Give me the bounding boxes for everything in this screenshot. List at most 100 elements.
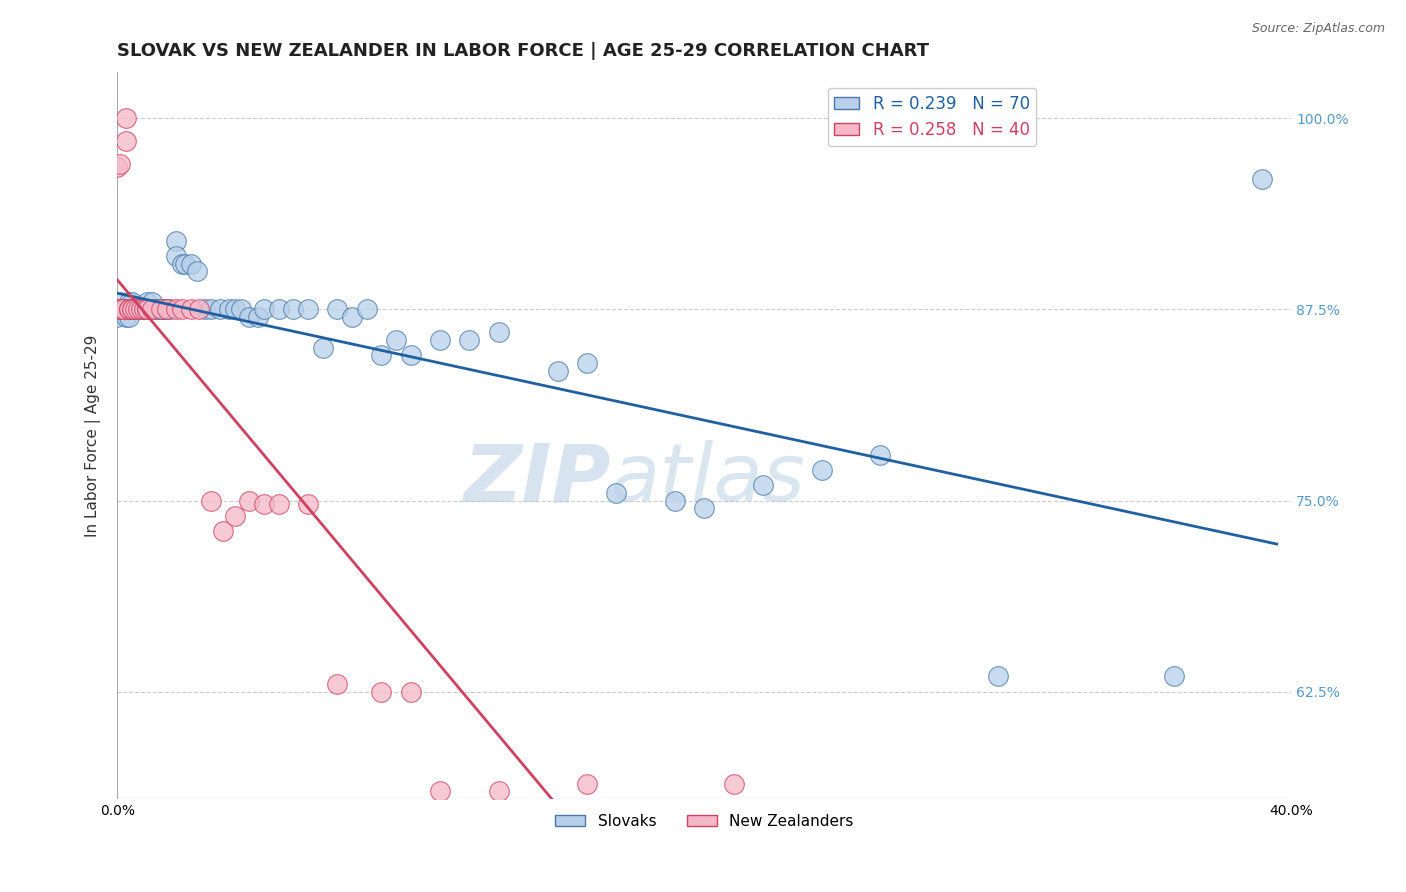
- Point: [810, 463, 832, 477]
- Point: [224, 302, 246, 317]
- Point: [156, 302, 179, 317]
- Point: [488, 784, 510, 798]
- Legend: Slovaks, New Zealanders: Slovaks, New Zealanders: [548, 807, 860, 835]
- Point: [326, 302, 349, 317]
- Point: [121, 302, 143, 317]
- Point: [115, 112, 138, 126]
- Point: [118, 302, 141, 317]
- Point: [153, 302, 176, 317]
- Point: [186, 264, 208, 278]
- Point: [121, 302, 143, 317]
- Point: [283, 302, 305, 317]
- Point: [664, 493, 686, 508]
- Point: [605, 486, 627, 500]
- Point: [112, 302, 135, 317]
- Point: [693, 501, 716, 516]
- Point: [356, 302, 378, 317]
- Point: [129, 302, 152, 317]
- Text: SLOVAK VS NEW ZEALANDER IN LABOR FORCE | AGE 25-29 CORRELATION CHART: SLOVAK VS NEW ZEALANDER IN LABOR FORCE |…: [117, 42, 929, 60]
- Point: [105, 302, 128, 317]
- Point: [385, 333, 408, 347]
- Point: [575, 356, 598, 370]
- Point: [238, 310, 260, 325]
- Point: [297, 302, 319, 317]
- Point: [752, 478, 775, 492]
- Point: [238, 493, 260, 508]
- Point: [218, 302, 240, 317]
- Point: [326, 677, 349, 691]
- Point: [224, 508, 246, 523]
- Text: atlas: atlas: [610, 441, 806, 518]
- Point: [115, 134, 138, 148]
- Point: [127, 302, 149, 317]
- Point: [108, 157, 131, 171]
- Point: [194, 302, 217, 317]
- Point: [200, 493, 222, 508]
- Point: [869, 448, 891, 462]
- Point: [105, 310, 128, 325]
- Point: [112, 302, 135, 317]
- Point: [105, 160, 128, 174]
- Point: [132, 302, 155, 317]
- Point: [118, 302, 141, 317]
- Point: [212, 524, 235, 539]
- Point: [141, 302, 163, 317]
- Point: [124, 302, 146, 317]
- Point: [180, 302, 202, 317]
- Point: [129, 302, 152, 317]
- Point: [188, 302, 211, 317]
- Point: [118, 310, 141, 325]
- Text: ZIP: ZIP: [463, 441, 610, 518]
- Point: [124, 302, 146, 317]
- Point: [1163, 669, 1185, 683]
- Point: [458, 333, 481, 347]
- Point: [208, 302, 231, 317]
- Point: [165, 249, 187, 263]
- Point: [170, 256, 193, 270]
- Point: [135, 302, 157, 317]
- Point: [121, 302, 143, 317]
- Point: [159, 302, 181, 317]
- Point: [987, 669, 1010, 683]
- Point: [267, 302, 290, 317]
- Point: [115, 302, 138, 317]
- Point: [180, 256, 202, 270]
- Point: [547, 364, 569, 378]
- Point: [253, 497, 276, 511]
- Point: [429, 784, 451, 798]
- Point: [399, 348, 422, 362]
- Point: [138, 302, 160, 317]
- Point: [150, 302, 173, 317]
- Point: [135, 302, 157, 317]
- Point: [723, 776, 745, 790]
- Point: [1251, 172, 1274, 186]
- Point: [267, 497, 290, 511]
- Point: [429, 333, 451, 347]
- Point: [165, 234, 187, 248]
- Point: [108, 302, 131, 317]
- Point: [370, 348, 392, 362]
- Point: [150, 302, 173, 317]
- Point: [312, 341, 335, 355]
- Point: [112, 302, 135, 317]
- Point: [340, 310, 363, 325]
- Point: [170, 302, 193, 317]
- Point: [118, 302, 141, 317]
- Point: [156, 302, 179, 317]
- Point: [370, 685, 392, 699]
- Point: [135, 302, 157, 317]
- Point: [127, 302, 149, 317]
- Point: [118, 294, 141, 309]
- Point: [148, 302, 170, 317]
- Point: [141, 294, 163, 309]
- Point: [127, 302, 149, 317]
- Point: [165, 302, 187, 317]
- Point: [135, 294, 157, 309]
- Text: Source: ZipAtlas.com: Source: ZipAtlas.com: [1251, 22, 1385, 36]
- Point: [129, 302, 152, 317]
- Y-axis label: In Labor Force | Age 25-29: In Labor Force | Age 25-29: [86, 334, 101, 537]
- Point: [124, 302, 146, 317]
- Point: [297, 497, 319, 511]
- Point: [173, 256, 195, 270]
- Point: [121, 294, 143, 309]
